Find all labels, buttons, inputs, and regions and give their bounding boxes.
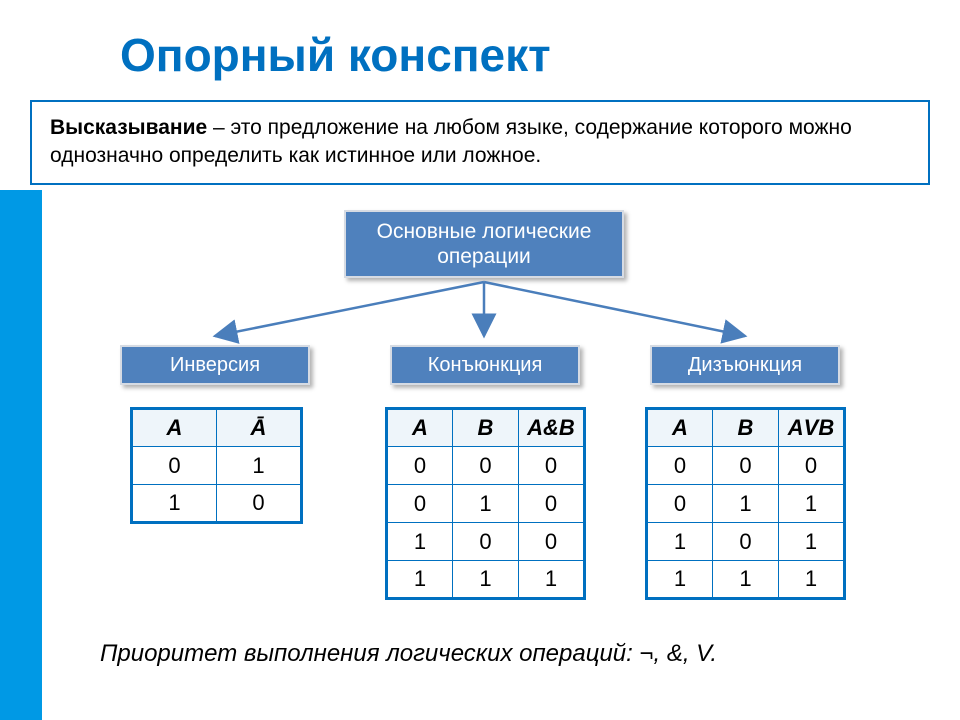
th: А — [132, 409, 217, 447]
operation-conjunction: Конъюнкция — [390, 345, 580, 385]
definition-box: Высказывание – это предложение на любом … — [30, 100, 930, 185]
th: В — [453, 409, 519, 447]
th: АVВ — [779, 409, 845, 447]
truth-table-conjunction: А В А&В 000 010 100 111 — [385, 407, 586, 600]
truth-table-disjunction: А В АVВ 000 011 101 111 — [645, 407, 846, 600]
operation-disjunction: Дизъюнкция — [650, 345, 840, 385]
priority-text: Приоритет выполнения логических операций… — [100, 640, 717, 668]
definition-term: Высказывание — [50, 116, 207, 139]
table-row: 010 — [387, 485, 585, 523]
table-row: 000 — [647, 447, 845, 485]
table-row: 111 — [647, 561, 845, 599]
table-row: 000 — [387, 447, 585, 485]
table-row: 111 — [387, 561, 585, 599]
table-row: 011 — [647, 485, 845, 523]
th: В — [713, 409, 779, 447]
page-title: Опорный конспект — [120, 28, 551, 82]
table-row: 100 — [387, 523, 585, 561]
table-row: 01 — [132, 447, 302, 485]
sidebar-accent — [0, 190, 42, 720]
truth-table-inversion: А Ā 01 10 — [130, 407, 303, 524]
table-row: 101 — [647, 523, 845, 561]
th: Ā — [217, 409, 302, 447]
operation-inversion: Инверсия — [120, 345, 310, 385]
th: А — [387, 409, 453, 447]
th: А&В — [519, 409, 585, 447]
root-operations-box: Основные логические операции — [344, 210, 624, 278]
table-row: 10 — [132, 485, 302, 523]
th: А — [647, 409, 713, 447]
hierarchy-arrows — [100, 278, 860, 348]
